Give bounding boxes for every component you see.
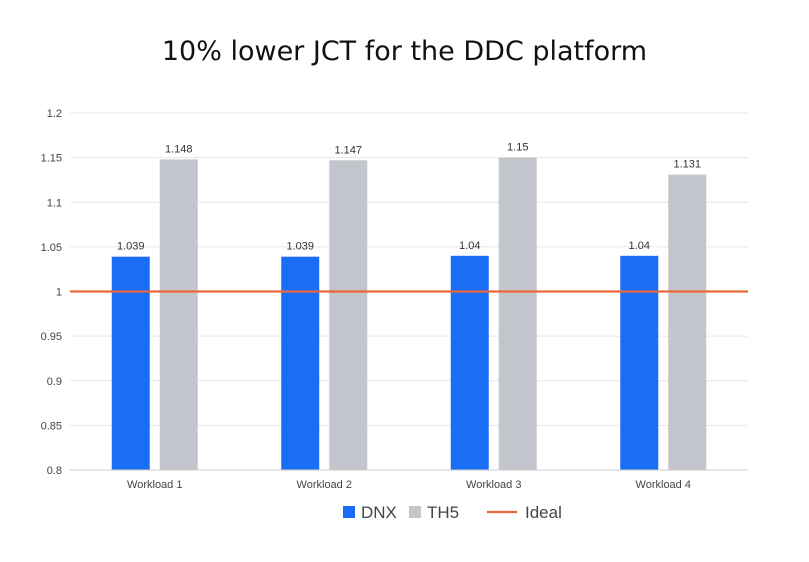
bar-dnx-2 (281, 256, 320, 470)
x-tick-label: Workload 2 (297, 479, 352, 491)
legend-label-dnx: DNX (361, 503, 397, 522)
data-label: 1.039 (286, 241, 314, 253)
x-tick-label: Workload 4 (636, 479, 691, 491)
y-tick-label: 0.8 (47, 465, 62, 477)
bar-dnx-4 (620, 255, 659, 470)
bar-th5-4 (668, 174, 707, 470)
data-label: 1.148 (165, 143, 193, 155)
legend-label-th5: TH5 (427, 503, 459, 522)
y-tick-label: 1.1 (47, 197, 62, 209)
x-tick-label: Workload 3 (466, 479, 521, 491)
y-tick-label: 0.85 (41, 420, 62, 432)
chart-title: 10% lower JCT for the DDC platform (161, 36, 648, 67)
bar-dnx-1 (111, 256, 150, 470)
data-label: 1.04 (459, 240, 480, 252)
bar-th5-3 (498, 157, 537, 470)
y-tick-label: 1.15 (41, 153, 62, 165)
y-tick-label: 1.2 (47, 108, 62, 120)
legend-swatch-dnx (343, 506, 355, 518)
bar-th5-1 (159, 159, 198, 470)
data-label: 1.04 (629, 240, 650, 252)
legend-swatch-th5 (409, 506, 421, 518)
data-label: 1.147 (334, 144, 362, 156)
x-tick-label: Workload 1 (127, 479, 182, 491)
data-label: 1.039 (117, 241, 145, 253)
y-tick-label: 0.95 (41, 331, 62, 343)
legend-label-ideal: Ideal (525, 503, 562, 522)
y-tick-label: 0.9 (47, 376, 62, 388)
bar-th5-2 (329, 160, 368, 471)
y-tick-label: 1.05 (41, 242, 62, 254)
data-label: 1.131 (673, 159, 701, 171)
bar-dnx-3 (450, 255, 489, 470)
data-label: 1.15 (507, 142, 528, 154)
y-tick-label: 1 (56, 287, 62, 299)
